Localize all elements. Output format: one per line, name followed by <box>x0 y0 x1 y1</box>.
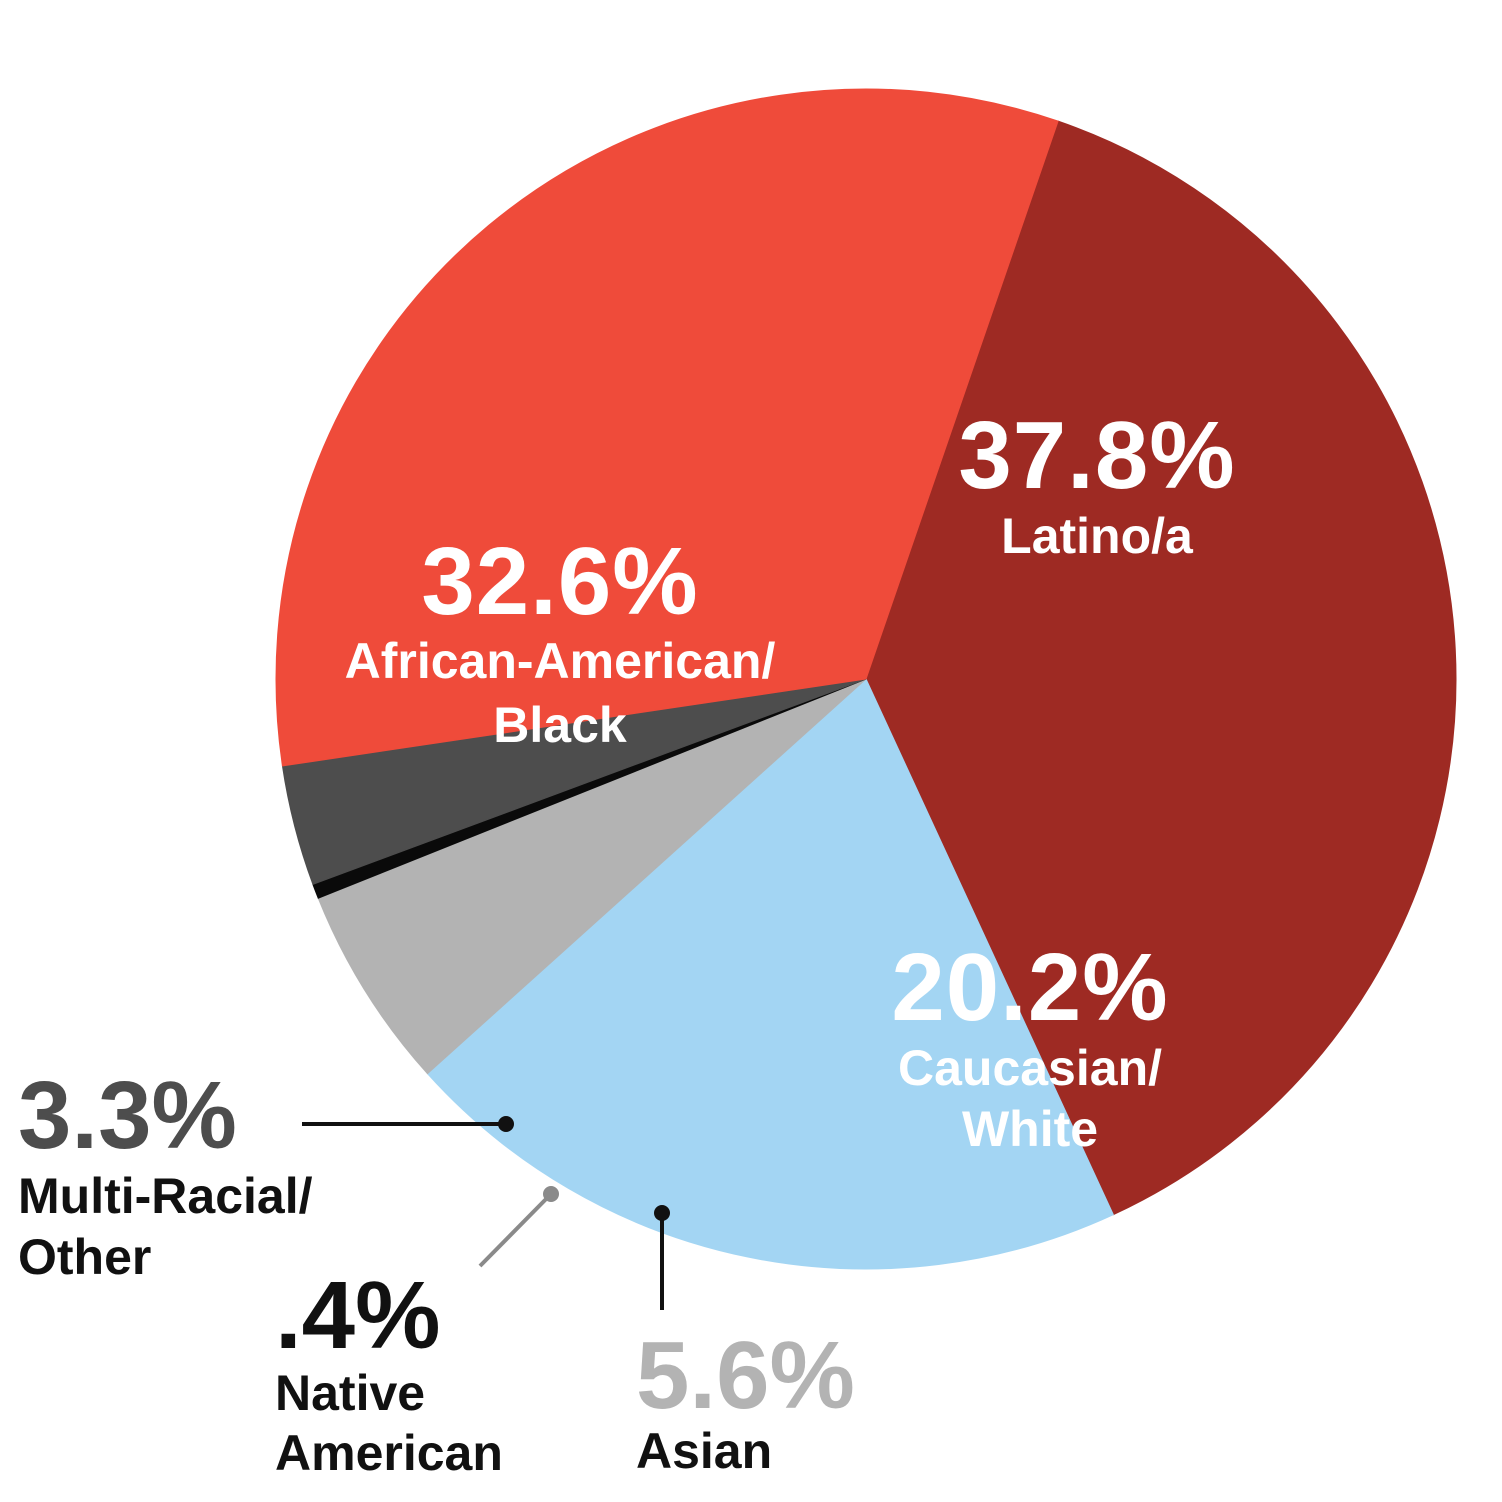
category-label-black: Black <box>493 697 627 753</box>
category-label-black: African-American/ <box>345 633 776 689</box>
category-label-multi: Multi-Racial/ <box>18 1168 313 1224</box>
category-label-white: Caucasian/ <box>898 1040 1162 1096</box>
leader-lines <box>302 1116 670 1310</box>
category-label-white: White <box>962 1101 1098 1157</box>
category-label-native: American <box>275 1425 503 1481</box>
leader-line-native <box>478 1192 553 1268</box>
category-label-multi: Other <box>18 1229 151 1285</box>
leader-dot-multi <box>498 1116 514 1132</box>
value-label-white: 20.2% <box>891 934 1168 1041</box>
value-label-black: 32.6% <box>421 528 698 635</box>
pie-slices <box>275 88 1457 1270</box>
value-label-asian: 5.6% <box>636 1322 855 1429</box>
slice-labels: 37.8%Latino/a 20.2%Caucasian/White 5.6%Asi… <box>18 402 1235 1481</box>
slice-asian <box>317 678 867 1075</box>
slice-latino <box>865 120 1457 1216</box>
leader-dot-native <box>543 1186 559 1202</box>
leader-dot-asian <box>654 1205 670 1221</box>
slice-black <box>275 88 1059 767</box>
value-label-latino: 37.8% <box>958 402 1235 509</box>
category-label-asian: Asian <box>636 1423 772 1479</box>
category-label-native: Native <box>275 1365 425 1421</box>
value-label-multi: 3.3% <box>18 1062 237 1169</box>
value-label-native: .4% <box>275 1262 440 1369</box>
slice-white <box>426 678 1114 1270</box>
category-label-latino: Latino/a <box>1001 508 1194 564</box>
